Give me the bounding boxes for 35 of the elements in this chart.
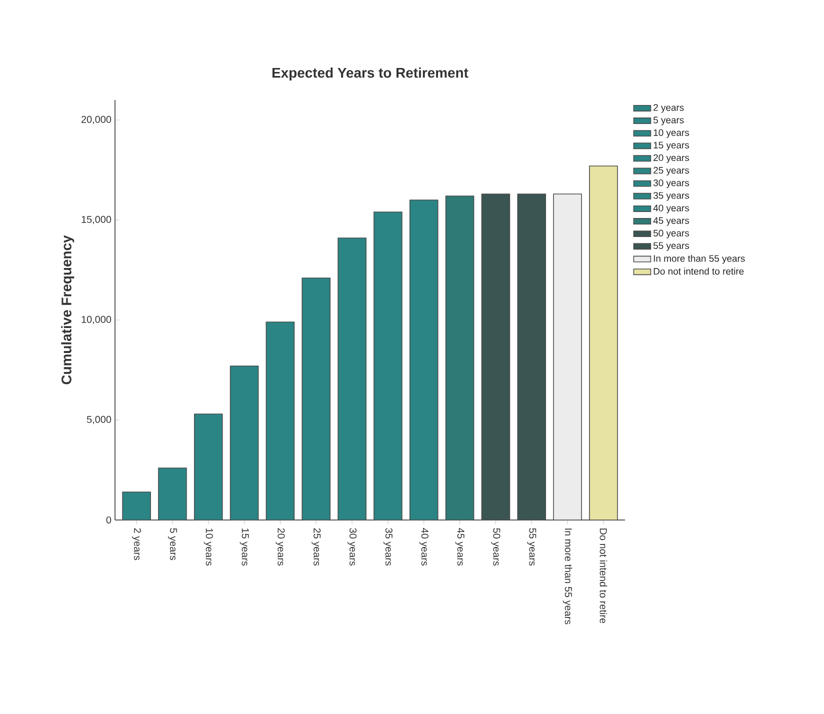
legend-label: 40 years bbox=[653, 204, 690, 214]
legend-label: 45 years bbox=[653, 217, 690, 226]
legend-label: 10 years bbox=[654, 129, 690, 138]
legend-label: 35 years bbox=[653, 192, 690, 201]
y-tick-label: 0 bbox=[106, 516, 112, 524]
x-tick-label: 5 years bbox=[168, 528, 177, 560]
legend-label: 50 years bbox=[653, 230, 690, 238]
x-tick-label: 50 years bbox=[491, 528, 500, 566]
legend-label: 55 years bbox=[653, 242, 690, 251]
legend-label: 2 years bbox=[654, 104, 684, 113]
x-tick-label: In more than 55 years bbox=[562, 528, 572, 624]
x-tick-label: 40 years bbox=[419, 528, 428, 566]
y-tick-label: 5,000 bbox=[86, 416, 112, 424]
chart-title: Expected Years to Retirement bbox=[272, 67, 468, 80]
x-tick-label: 30 years bbox=[348, 528, 357, 566]
legend-label: 15 years bbox=[654, 142, 690, 150]
y-tick-label: 10,000 bbox=[82, 316, 112, 324]
x-tick-label: 35 years bbox=[383, 528, 392, 566]
legend-label: In more than 55 years bbox=[654, 254, 745, 264]
legend-label: Do not intend to retire bbox=[654, 268, 744, 275]
y-tick-label: 15,000 bbox=[82, 216, 112, 224]
y-axis-title: Cumulative Frequency bbox=[61, 235, 74, 384]
x-tick-label: 45 years bbox=[455, 528, 464, 566]
x-tick-label: 25 years bbox=[312, 528, 321, 566]
legend-label: 20 years bbox=[654, 154, 690, 163]
x-tick-label: 20 years bbox=[276, 528, 285, 566]
legend-label: 30 years bbox=[653, 180, 690, 188]
x-tick-label: Do not intend to retire bbox=[600, 528, 608, 624]
legend-label: 25 years bbox=[654, 166, 690, 176]
legend-label: 5 years bbox=[653, 116, 684, 126]
y-tick-label: 20,000 bbox=[82, 116, 112, 124]
x-tick-label: 2 years bbox=[132, 528, 142, 560]
x-tick-label: 15 years bbox=[240, 528, 249, 566]
x-tick-label: 55 years bbox=[527, 528, 536, 566]
x-tick-label: 10 years bbox=[204, 528, 213, 566]
